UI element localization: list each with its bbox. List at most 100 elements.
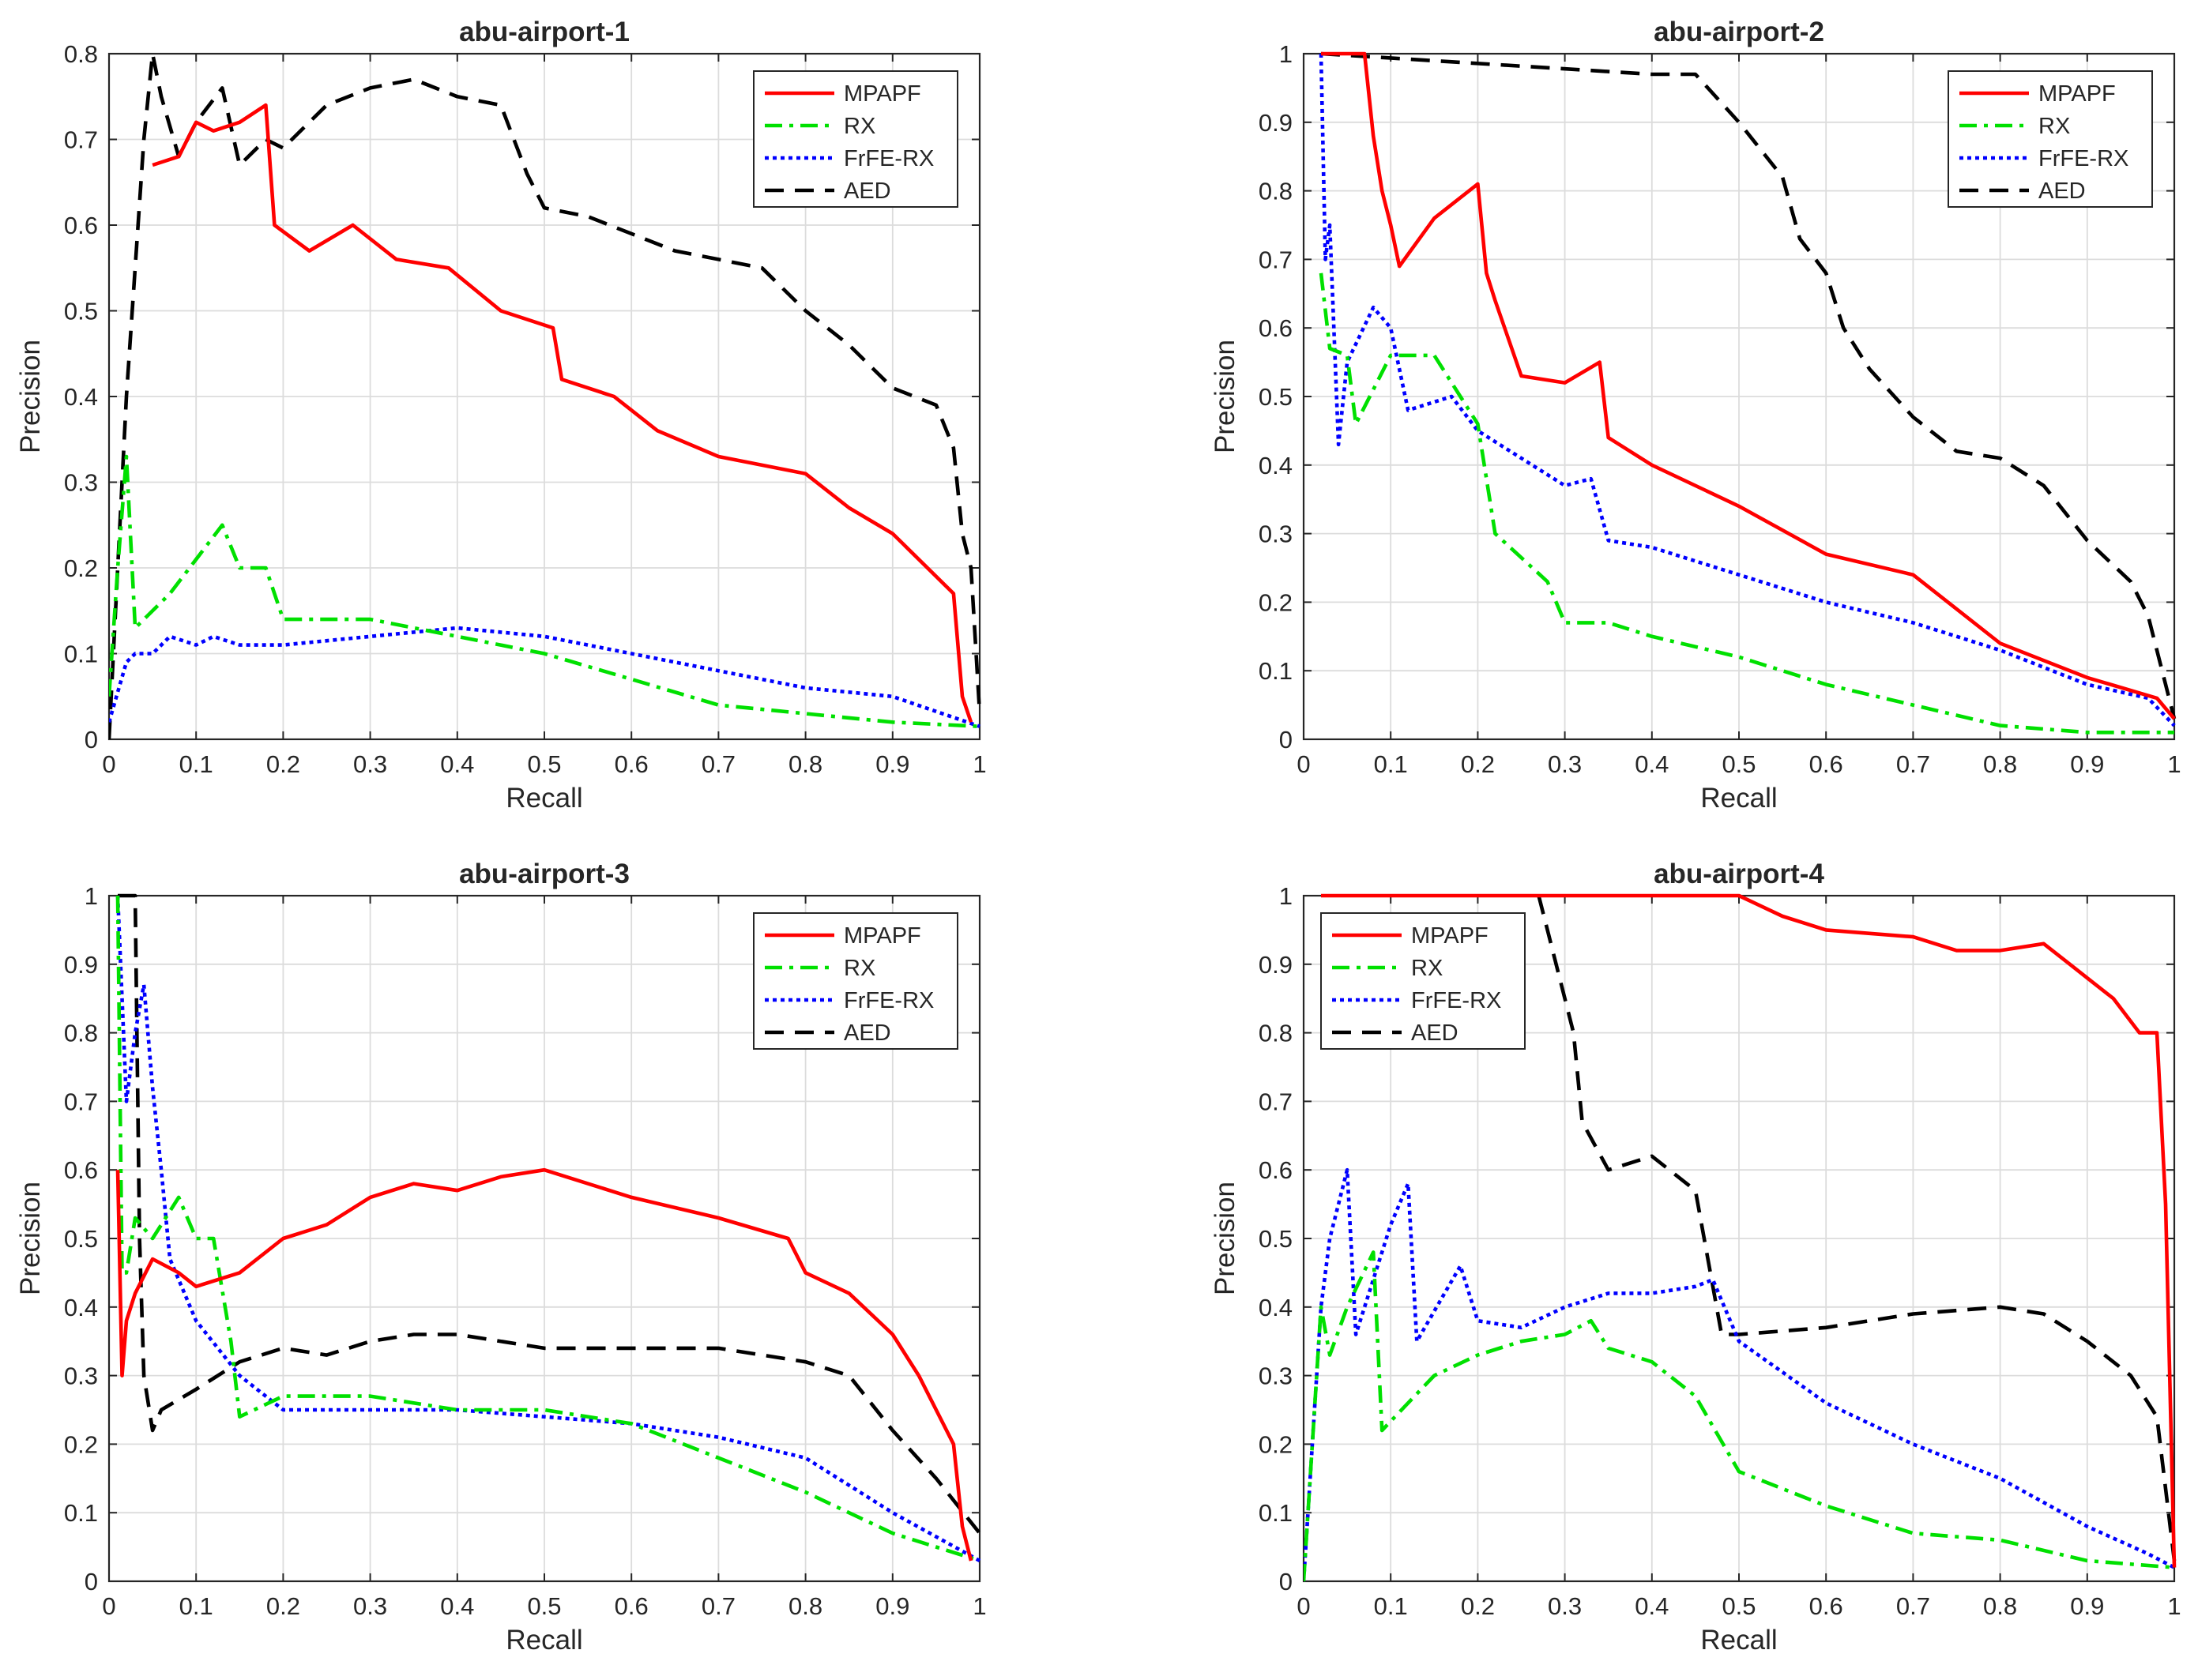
y-tick-label: 0.3	[1259, 521, 1293, 548]
x-tick-label: 0.2	[1461, 1592, 1495, 1620]
y-tick-label: 0.7	[1259, 246, 1293, 273]
series-line-frfe-rx	[1319, 53, 2176, 727]
legend-label: AED	[2038, 179, 2086, 204]
series-line-frfe-rx	[115, 895, 981, 1563]
y-tick-label: 0.7	[1259, 1088, 1293, 1115]
x-tick-label: 0.6	[615, 1592, 649, 1620]
y-tick-label: 0.5	[1259, 383, 1293, 411]
legend-label: FrFE-RX	[2038, 146, 2128, 171]
y-tick-label: 0.3	[1259, 1362, 1293, 1390]
legend-label: MPAPF	[844, 81, 921, 107]
legend-label: RX	[1411, 956, 1443, 981]
series-line-mpapf	[1321, 893, 2177, 1568]
y-tick-label: 0.7	[64, 126, 98, 154]
y-tick-label: 0.9	[1259, 109, 1293, 137]
x-tick-label: 0.9	[2070, 1592, 2104, 1620]
series-line-mpapf	[115, 1167, 973, 1562]
x-tick-label: 0.5	[527, 1592, 561, 1620]
x-tick-label: 0.4	[1635, 1592, 1669, 1620]
x-tick-label: 0.6	[1809, 1592, 1843, 1620]
chart-title: abu-airport-2	[1654, 17, 1824, 47]
x-tick-label: 0.8	[788, 1592, 822, 1620]
x-tick-label: 0.7	[1896, 750, 1930, 778]
chart-title: abu-airport-4	[1654, 859, 1824, 889]
y-tick-label: 0.8	[64, 1020, 98, 1047]
series-line-aed	[118, 893, 981, 1535]
y-tick-label: 0.2	[1259, 1430, 1293, 1458]
x-tick-label: 0.2	[1461, 750, 1495, 778]
x-tick-label: 0.1	[179, 1592, 213, 1620]
y-axis-label: Precision	[1210, 340, 1240, 453]
legend-label: AED	[844, 179, 891, 204]
legend-label: RX	[2038, 114, 2070, 139]
y-tick-label: 0.3	[64, 469, 98, 497]
x-tick-label: 0.7	[702, 750, 736, 778]
series-line-rx	[1319, 272, 2174, 735]
x-tick-label: 0.7	[1896, 1592, 1930, 1620]
chart-panel-1: 0 0.1 0.2 0.3 0.4 0.5 0.6 0.7 0.8 0.9 1 0 0.1 0.2 0.3 0…	[15, 17, 987, 814]
y-tick-label: 0.1	[1259, 1499, 1293, 1527]
x-tick-label: 0.9	[2070, 750, 2104, 778]
x-tick-label: 1	[973, 750, 986, 778]
series-line-rx	[1304, 1250, 2175, 1582]
y-tick-label: 0.4	[64, 383, 98, 411]
x-axis-label: Recall	[1700, 783, 1777, 814]
y-tick-label: 0.3	[64, 1362, 98, 1390]
legend-label: MPAPF	[2038, 81, 2116, 107]
legend: MPAPF RX FrFE-RX AED	[1320, 912, 1526, 1050]
y-axis-label: Precision	[1210, 1182, 1240, 1295]
x-tick-label: 0.3	[1548, 750, 1582, 778]
x-tick-label: 1	[2167, 1592, 2181, 1620]
y-tick-label: 0	[85, 726, 98, 754]
y-tick-label: 0.1	[64, 1499, 98, 1527]
x-tick-label: 0.5	[1722, 750, 1756, 778]
y-tick-label: 0.6	[1259, 1156, 1293, 1184]
y-tick-label: 0.6	[1259, 314, 1293, 342]
legend-label: MPAPF	[844, 923, 921, 949]
y-tick-label: 0.4	[1259, 452, 1293, 479]
y-tick-label: 0.6	[64, 1156, 98, 1184]
legend-label: FrFE-RX	[1411, 988, 1501, 1013]
x-tick-label: 0.2	[266, 750, 300, 778]
x-tick-label: 0.7	[702, 1592, 736, 1620]
chart-title: abu-airport-1	[459, 17, 630, 47]
legend-label: FrFE-RX	[844, 146, 934, 171]
x-tick-label: 0.9	[875, 750, 909, 778]
x-tick-label: 1	[2167, 750, 2181, 778]
x-tick-label: 0.6	[615, 750, 649, 778]
series-line-aed	[1537, 895, 2177, 1562]
x-tick-label: 0.4	[440, 1592, 474, 1620]
y-tick-label: 0.8	[1259, 178, 1293, 205]
y-tick-label: 0.2	[1259, 588, 1293, 616]
series-line-rx	[109, 454, 980, 728]
y-tick-label: 0.5	[64, 298, 98, 325]
y-tick-label: 0.8	[1259, 1020, 1293, 1047]
y-tick-label: 0.2	[64, 1430, 98, 1458]
legend-label: RX	[844, 114, 875, 139]
legend: MPAPF RX FrFE-RX AED	[753, 912, 958, 1050]
x-tick-label: 0.1	[1374, 750, 1408, 778]
x-tick-label: 0.3	[353, 1592, 387, 1620]
y-tick-label: 0	[1279, 726, 1293, 754]
x-tick-label: 0.8	[1983, 750, 2017, 778]
x-tick-label: 0.6	[1809, 750, 1843, 778]
y-tick-label: 1	[85, 882, 98, 910]
x-tick-label: 0.3	[1548, 1592, 1582, 1620]
x-tick-label: 0.2	[266, 1592, 300, 1620]
series-line-rx	[115, 895, 980, 1563]
y-axis-label: Precision	[15, 1182, 46, 1295]
legend-label: FrFE-RX	[844, 988, 934, 1013]
x-tick-label: 0.1	[179, 750, 213, 778]
legend: MPAPF RX FrFE-RX AED	[1948, 70, 2153, 208]
series-line-frfe-rx	[109, 626, 980, 728]
y-axis-label: Precision	[15, 340, 46, 453]
x-tick-label: 0.8	[788, 750, 822, 778]
y-tick-label: 0.9	[64, 951, 98, 979]
x-tick-label: 0.1	[1374, 1592, 1408, 1620]
chart-title: abu-airport-3	[459, 859, 630, 889]
x-axis-label: Recall	[506, 783, 582, 814]
y-tick-label: 0.6	[64, 212, 98, 239]
legend-label: MPAPF	[1411, 923, 1489, 949]
y-tick-label: 0.9	[1259, 951, 1293, 979]
x-tick-label: 0.8	[1983, 1592, 2017, 1620]
